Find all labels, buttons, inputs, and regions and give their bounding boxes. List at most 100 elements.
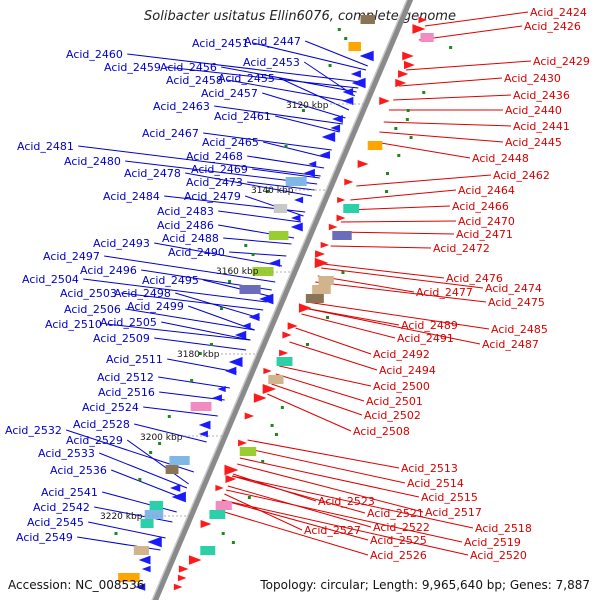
forward-gene-arrow <box>303 168 315 178</box>
right-leader-line <box>356 174 492 187</box>
reverse-gene-arrow <box>328 223 338 231</box>
right-gene-label: Acid_2527 <box>304 524 361 537</box>
forward-gene-dot <box>220 307 224 310</box>
forward-gene-arrow <box>342 96 354 106</box>
right-gene-label: Acid_2471 <box>456 228 513 241</box>
left-gene-label: Acid_2545 <box>27 516 84 529</box>
right-leader-line <box>271 383 363 416</box>
left-leader-line <box>78 145 321 177</box>
left-leader-line <box>94 506 173 523</box>
forward-gene-arrow <box>350 70 361 78</box>
left-gene-label: Acid_2453 <box>243 56 300 69</box>
right-leader-line <box>275 373 365 402</box>
reverse-gene-arrow <box>315 250 326 258</box>
right-gene-label: Acid_2474 <box>485 282 542 295</box>
kbp-tick-label: 3180 kbp <box>177 350 220 360</box>
right-leader-line <box>399 77 503 87</box>
left-gene-label: Acid_2509 <box>93 332 150 345</box>
right-leader-line <box>232 475 474 529</box>
right-gene-label: Acid_2518 <box>475 522 532 535</box>
forward-gene-arrow <box>269 258 281 268</box>
right-gene-label: Acid_2501 <box>366 395 423 408</box>
forward-gene-dot <box>284 145 288 148</box>
left-gene-label: Acid_2467 <box>142 127 199 140</box>
reverse-gene-arrow <box>320 241 330 249</box>
right-gene-label: Acid_2464 <box>458 184 515 197</box>
left-gene-label: Acid_2549 <box>16 531 73 544</box>
reverse-gene-block <box>268 375 284 384</box>
left-gene-label: Acid_2505 <box>100 316 157 329</box>
forward-gene-arrow <box>259 293 274 305</box>
kbp-tick-label: 3160 kbp <box>216 267 259 277</box>
left-leader-line <box>175 292 260 319</box>
left-leader-line <box>159 391 225 401</box>
reverse-gene-arrow <box>215 484 224 492</box>
right-gene-label: Acid_2489 <box>401 319 458 332</box>
forward-gene-dot <box>328 64 332 67</box>
forward-gene-arrow <box>291 214 301 222</box>
right-gene-label: Acid_2448 <box>472 152 529 165</box>
right-gene-label: Acid_2526 <box>370 549 427 562</box>
right-leader-line <box>267 393 352 432</box>
forward-gene-arrow <box>342 88 354 96</box>
reverse-gene-dot <box>422 91 426 94</box>
right-leader-line <box>279 365 372 387</box>
forward-gene-block <box>144 510 164 519</box>
left-gene-label: Acid_2447 <box>244 35 301 48</box>
right-gene-label: Acid_2466 <box>452 200 509 213</box>
right-leader-line <box>350 189 457 201</box>
right-leader-line <box>226 489 463 543</box>
left-leader-line <box>247 181 315 191</box>
right-leader-line <box>315 281 487 303</box>
left-gene-label: Acid_2503 <box>60 287 117 300</box>
left-leader-line <box>83 278 267 303</box>
left-gene-label: Acid_2504 <box>22 273 79 286</box>
reverse-gene-dot <box>261 460 265 463</box>
reverse-gene-block <box>367 141 383 150</box>
forward-gene-arrow <box>212 394 222 402</box>
forward-gene-block <box>165 465 179 474</box>
forward-gene-arrow <box>290 222 303 232</box>
right-gene-label: Acid_2441 <box>513 120 570 133</box>
forward-gene-arrow <box>147 536 162 548</box>
reverse-gene-arrow <box>314 257 329 269</box>
reverse-gene-arrow <box>402 51 414 61</box>
forward-gene-dot <box>149 451 153 454</box>
right-gene-label: Acid_2440 <box>505 104 562 117</box>
reverse-gene-dot <box>305 343 309 346</box>
left-leader-line <box>252 168 320 179</box>
reverse-gene-arrow <box>178 565 189 573</box>
forward-gene-arrow <box>217 385 226 393</box>
right-gene-label: Acid_2517 <box>425 506 482 519</box>
genome-backbone-highlight <box>151 0 408 600</box>
right-gene-label: Acid_2520 <box>470 549 527 562</box>
left-leader-line <box>165 66 359 89</box>
reverse-gene-block <box>343 204 360 213</box>
right-leader-line <box>322 263 445 279</box>
reverse-gene-block <box>332 231 352 240</box>
reverse-gene-arrow <box>225 474 237 484</box>
reverse-gene-dot <box>221 532 225 535</box>
left-leader-line <box>102 491 177 513</box>
right-gene-label: Acid_2436 <box>513 89 570 102</box>
reverse-gene-dot <box>409 136 413 139</box>
left-gene-label: Acid_2532 <box>5 424 62 437</box>
right-leader-line <box>330 245 432 249</box>
left-gene-label: Acid_2455 <box>218 72 275 85</box>
reverse-gene-arrow <box>298 303 312 313</box>
right-leader-line <box>383 121 512 127</box>
right-leader-line <box>221 499 369 541</box>
left-gene-label: Acid_2456 <box>160 61 217 74</box>
left-gene-label: Acid_2510 <box>45 318 102 331</box>
left-gene-label: Acid_2484 <box>103 190 160 203</box>
right-gene-label: Acid_2513 <box>401 462 458 475</box>
right-leader-line <box>231 475 366 514</box>
forward-gene-arrow <box>225 366 237 376</box>
left-gene-label: Acid_2483 <box>157 205 214 218</box>
reverse-gene-arrow <box>263 367 272 375</box>
right-gene-label: Acid_2445 <box>505 136 562 149</box>
right-gene-label: Acid_2462 <box>493 169 550 182</box>
left-leader-line <box>127 53 361 83</box>
right-leader-line <box>244 447 406 484</box>
right-gene-label: Acid_2429 <box>533 55 590 68</box>
